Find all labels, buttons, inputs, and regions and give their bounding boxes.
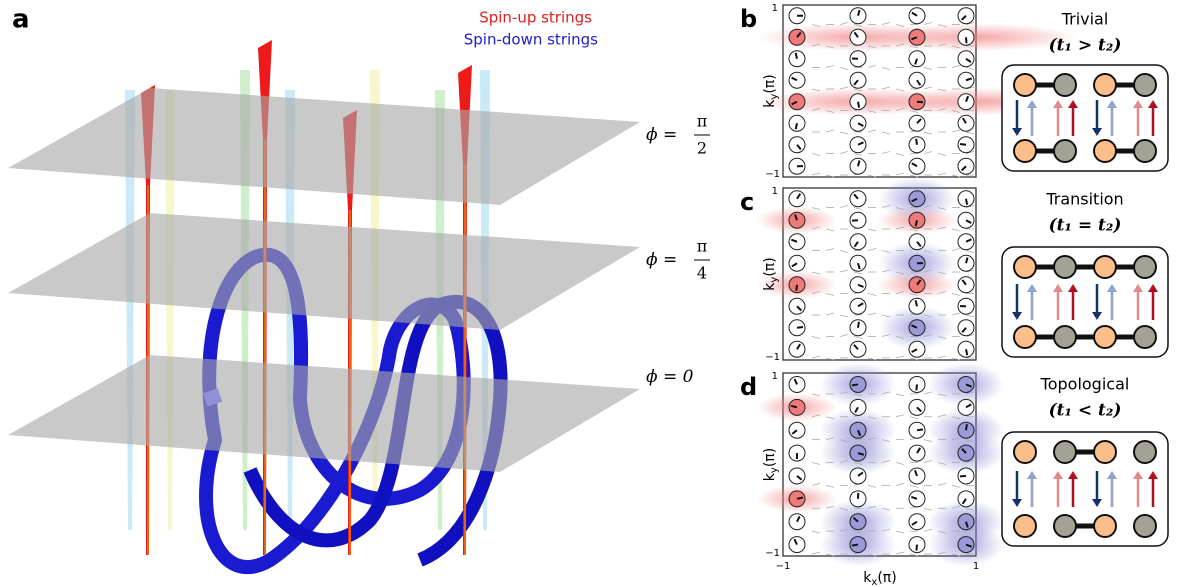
phase-condition: (t₁ > t₂) <box>1049 36 1122 56</box>
y-axis-label: ky(π) <box>762 74 780 107</box>
site <box>1094 441 1116 463</box>
text-part: (π) <box>762 448 778 467</box>
text-part: ϕ = <box>646 250 677 270</box>
phi-numerator: π <box>697 112 708 131</box>
spin-needle <box>960 144 966 145</box>
site <box>1094 515 1116 537</box>
spin-needle <box>852 384 858 385</box>
x-tick-label: −1 <box>776 561 791 572</box>
site <box>1134 515 1156 537</box>
phase-title: Trivial <box>1061 10 1109 29</box>
phi-label: ϕ = 0 <box>646 367 694 387</box>
site <box>1054 441 1076 463</box>
site <box>1094 74 1116 96</box>
phi-numerator: π <box>697 237 708 256</box>
phase-condition: (t₁ = t₂) <box>1049 216 1122 236</box>
phi-denominator: 4 <box>697 264 707 283</box>
spin-needle <box>796 285 797 291</box>
y-tick-label: −1 <box>765 548 780 559</box>
x-axis-label: kx(π) <box>863 570 896 587</box>
spin-needle <box>916 220 917 226</box>
site <box>1134 140 1156 162</box>
site <box>1014 515 1036 537</box>
y-axis-label: ky(π) <box>762 448 780 481</box>
y-tick-label: 1 <box>772 3 778 14</box>
spin-needle <box>796 123 797 129</box>
spin-needle <box>797 498 803 499</box>
phi-denominator: 2 <box>697 139 707 158</box>
text-part: ϕ = <box>646 125 677 145</box>
red-glow <box>877 23 1077 51</box>
y-tick-label: 1 <box>772 371 778 382</box>
spin-needle <box>916 545 917 551</box>
spin-needle <box>966 37 967 43</box>
text-part: (π) <box>762 257 778 276</box>
phi-plane <box>8 88 640 205</box>
spin-needle <box>858 102 859 108</box>
spin-needle <box>796 53 797 59</box>
y-axis-label: ky(π) <box>762 257 780 290</box>
y-tick-label: 1 <box>772 186 778 197</box>
phi-label: ϕ = <box>646 250 677 270</box>
phi-plane <box>8 355 640 472</box>
spin-needle <box>916 384 917 390</box>
site <box>1134 326 1156 348</box>
phase-title: Transition <box>1045 190 1123 209</box>
site <box>1054 256 1076 278</box>
loop-highlight <box>205 395 220 400</box>
site <box>1134 256 1156 278</box>
spin-needle <box>852 545 858 546</box>
phase-condition: (t₁ < t₂) <box>1049 401 1122 421</box>
site <box>1134 74 1156 96</box>
site <box>1094 326 1116 348</box>
spin-needle <box>966 424 967 430</box>
spin-needle <box>917 429 923 430</box>
phase-title: Topological <box>1040 375 1130 394</box>
spin-needle <box>791 406 797 407</box>
y-tick-label: −1 <box>765 352 780 363</box>
spin-needle <box>858 322 859 328</box>
y-tick-label: −1 <box>765 169 780 180</box>
site <box>1014 74 1036 96</box>
phi-label: ϕ = <box>646 125 677 145</box>
site <box>1014 441 1036 463</box>
spin-needle <box>966 199 967 205</box>
spin-needle <box>966 349 967 355</box>
panel-label: a <box>12 5 30 35</box>
x-tick-label: 1 <box>973 561 979 572</box>
site <box>1094 140 1116 162</box>
phi-plane <box>8 213 640 330</box>
site <box>1094 256 1116 278</box>
text-part: (π) <box>762 74 778 93</box>
site <box>1134 441 1156 463</box>
legend-entry: Spin-up strings <box>479 9 592 27</box>
site <box>1054 140 1076 162</box>
panel-label: c <box>740 188 754 216</box>
site <box>1014 326 1036 348</box>
figure: a Spin-up strings Spin-down strings ϕ = π 2 ϕ … <box>0 0 1180 587</box>
site <box>1054 74 1076 96</box>
site <box>1014 256 1036 278</box>
spin-needle <box>916 139 917 145</box>
site <box>1054 326 1076 348</box>
text-part: (π) <box>877 570 896 586</box>
spin-needle <box>797 327 803 328</box>
panel-label: b <box>740 5 757 33</box>
site <box>1054 515 1076 537</box>
site <box>1014 140 1036 162</box>
legend-entry: Spin-down strings <box>464 31 598 49</box>
text-part: ϕ = 0 <box>646 367 694 387</box>
panel-label: d <box>740 373 757 401</box>
spin-needle <box>916 300 917 306</box>
